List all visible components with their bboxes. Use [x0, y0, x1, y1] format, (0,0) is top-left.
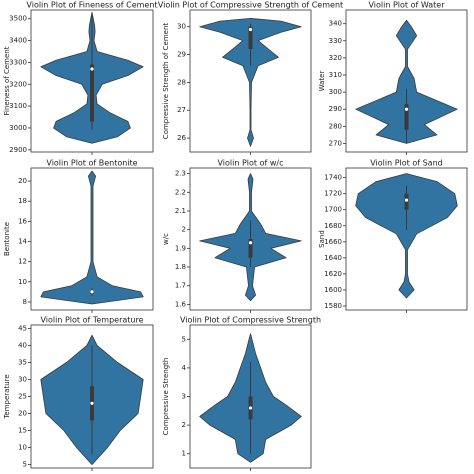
chart-title: Violin Plot of Compressive Strength of C… [158, 1, 343, 10]
y-tick-label: 2 [182, 226, 186, 234]
y-tick-label: 20 [18, 410, 27, 418]
iqr-box [248, 239, 253, 258]
y-tick-label: 1580 [324, 302, 342, 310]
y-tick-label: 280 [329, 122, 342, 130]
y-tick-label: 3400 [9, 37, 27, 45]
median [90, 67, 94, 71]
y-tick-label: 1 [182, 450, 186, 458]
y-tick-label: 1680 [324, 222, 342, 230]
median [248, 241, 253, 245]
y-tick-label: 25 [18, 393, 27, 401]
y-tick-label: 30 [18, 375, 27, 383]
y-tick-label: 3200 [9, 80, 27, 88]
iqr-box [248, 26, 253, 49]
y-axis-label: Fineness of Cement [3, 46, 11, 115]
y-axis-label: Water [318, 71, 326, 92]
y-tick-label: 27 [177, 106, 186, 114]
y-tick-label: 1620 [324, 270, 342, 278]
y-tick-label: 45 [18, 324, 27, 332]
chart-title: Violin Plot of Sand [370, 159, 442, 168]
y-axis-label: Temperature [3, 374, 11, 419]
y-tick-label: 14 [18, 238, 27, 246]
median [248, 406, 253, 410]
y-tick-label: 1.8 [175, 263, 186, 271]
y-tick-label: 3000 [9, 124, 27, 132]
chart-title: Violin Plot of w/c [218, 159, 284, 168]
iqr-box [404, 104, 409, 130]
iqr-box [404, 193, 409, 210]
y-tick-label: 1640 [324, 254, 342, 262]
violin-body [355, 19, 458, 144]
y-axis-label: Compressive Strength [162, 358, 170, 436]
y-tick-label: 1.7 [175, 282, 186, 290]
median [90, 401, 94, 405]
y-tick-label: 10 [18, 278, 27, 286]
y-tick-label: 3500 [9, 15, 27, 23]
y-axis-label: Sand [318, 230, 326, 248]
y-tick-label: 5 [23, 461, 27, 469]
y-tick-label: 40 [18, 341, 27, 349]
y-tick-label: 3100 [9, 102, 27, 110]
y-tick-label: 28 [177, 78, 186, 86]
iqr-box [90, 64, 94, 122]
y-tick-label: 2900 [9, 146, 27, 154]
y-tick-label: 18 [18, 197, 27, 205]
y-tick-label: 20 [18, 177, 27, 185]
y-tick-label: 26 [177, 134, 186, 142]
y-tick-label: 2.3 [175, 170, 186, 178]
chart-title: Violin Plot of Bentonite [46, 159, 137, 168]
y-tick-label: 16 [18, 217, 27, 225]
chart-title: Violin Plot of Fineness of Cement [26, 1, 157, 10]
chart-title: Violin Plot of Water [369, 1, 446, 10]
y-tick-label: 8 [23, 298, 27, 306]
y-axis-label: Bentonite [3, 222, 11, 256]
y-tick-label: 1600 [324, 286, 342, 294]
median [248, 27, 253, 32]
y-tick-label: 300 [329, 88, 342, 96]
chart-title: Violin Plot of Compressive Strength [180, 316, 321, 325]
violin-body [199, 18, 302, 147]
y-tick-label: 29 [177, 51, 186, 59]
median [90, 290, 94, 294]
y-tick-label: 4 [182, 364, 187, 372]
violin-body [40, 170, 144, 305]
y-axis-label: Compressive Strength of Cement [162, 23, 170, 140]
y-tick-label: 12 [18, 258, 27, 266]
median [404, 107, 409, 111]
y-tick-label: 270 [329, 139, 342, 147]
y-tick-label: 320 [329, 54, 342, 62]
y-tick-label: 290 [329, 105, 342, 113]
y-tick-label: 1740 [324, 174, 342, 182]
y-tick-label: 2 [182, 421, 186, 429]
violin-body [355, 173, 458, 299]
y-tick-label: 2.2 [175, 188, 186, 196]
y-tick-label: 340 [329, 20, 342, 28]
y-tick-label: 3300 [9, 58, 27, 66]
y-tick-label: 1720 [324, 190, 342, 198]
y-tick-label: 3 [182, 393, 186, 401]
y-tick-label: 2.1 [175, 207, 186, 215]
y-tick-label: 310 [329, 71, 342, 79]
y-tick-label: 35 [18, 358, 27, 366]
y-tick-label: 30 [177, 23, 186, 31]
y-tick-label: 1700 [324, 206, 342, 214]
y-tick-label: 1.9 [175, 244, 186, 252]
y-axis-label: w/c [162, 233, 170, 245]
y-tick-label: 1.6 [175, 300, 187, 308]
chart-title: Violin Plot of Temperature [40, 316, 143, 325]
y-tick-label: 15 [18, 427, 27, 435]
y-tick-label: 5 [182, 335, 186, 343]
y-tick-label: 1660 [324, 238, 342, 246]
y-tick-label: 10 [18, 444, 27, 452]
y-tick-label: 330 [329, 37, 342, 45]
median [404, 198, 409, 202]
